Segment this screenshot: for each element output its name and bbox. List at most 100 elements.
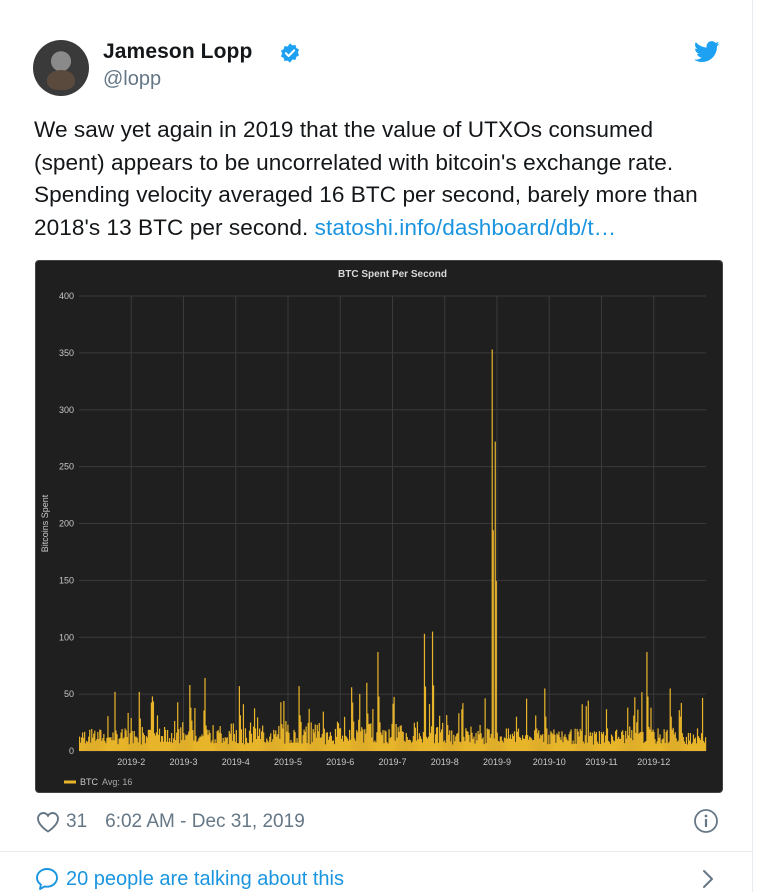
chart-bar <box>141 726 143 751</box>
chart-bar <box>622 730 624 751</box>
chart-bar <box>561 731 563 751</box>
author-avatar[interactable] <box>33 40 89 96</box>
tweet-timestamp[interactable]: 6:02 AM - Dec 31, 2019 <box>105 811 305 832</box>
chart-bar <box>437 727 439 751</box>
chart-bar <box>143 735 145 751</box>
chart-bar <box>419 736 422 751</box>
chart-bar <box>621 731 623 751</box>
chart-bar <box>479 724 481 751</box>
chart-bar <box>358 719 360 751</box>
chart-bar <box>577 731 579 751</box>
chart-bar <box>246 742 249 751</box>
chart-bar <box>660 743 662 751</box>
chart-bar <box>153 733 156 751</box>
chart-bar <box>453 734 455 751</box>
chart-bar <box>128 744 130 751</box>
chart-bar <box>670 716 672 751</box>
chart-bar <box>476 740 478 751</box>
chart-bar <box>676 741 678 751</box>
chart-bar <box>170 742 172 751</box>
chart-bar <box>484 698 486 751</box>
chart-bar <box>333 744 336 751</box>
chart-bar <box>295 742 297 751</box>
chart-bar <box>425 736 428 751</box>
chart-bar <box>548 734 550 751</box>
chart-bar <box>506 738 508 751</box>
chart-bar <box>616 729 618 751</box>
chart-bar <box>651 731 653 751</box>
like-count[interactable]: 31 <box>66 811 88 832</box>
chart-bar <box>399 725 401 751</box>
heart-icon[interactable] <box>36 811 60 833</box>
chart-bar <box>287 724 289 751</box>
chart-bar <box>336 721 339 751</box>
tweet-link[interactable]: statoshi.info/dashboard/db/t… <box>314 214 617 240</box>
chart-bar <box>369 724 371 751</box>
chart-bar <box>576 728 578 751</box>
chart-bar <box>102 738 104 751</box>
chart-bar <box>580 731 582 751</box>
chart-bar <box>323 728 325 751</box>
chart-bar <box>679 716 681 751</box>
chart-bar <box>131 731 133 751</box>
chart-bar <box>354 738 356 751</box>
chart-bar <box>702 740 705 751</box>
chevron-right-icon[interactable] <box>700 868 716 890</box>
chart-bar <box>225 738 227 751</box>
chart-bar <box>592 744 594 751</box>
chart-bar <box>340 738 343 751</box>
chart-bar <box>480 733 482 751</box>
chart-bar <box>564 734 566 751</box>
chart-bar <box>618 736 620 751</box>
chart-bar <box>101 740 103 751</box>
chart-bar <box>642 731 644 751</box>
author-name[interactable]: Jameson Lopp <box>103 40 253 63</box>
twitter-bird-icon[interactable] <box>694 41 720 63</box>
chart-bar <box>550 731 552 751</box>
x-tick-label: 2019-3 <box>169 757 197 767</box>
chart-bar <box>611 736 614 751</box>
chart-bar <box>668 741 670 751</box>
chart-bar <box>381 735 383 751</box>
chart-bar <box>312 729 314 751</box>
chart-bar <box>404 741 406 751</box>
chart-bar <box>239 715 242 751</box>
chart-bar <box>382 730 384 751</box>
chart-bar <box>83 737 85 751</box>
chart-bar <box>105 743 107 751</box>
chart-bar <box>328 736 330 751</box>
chart-bar <box>310 722 312 751</box>
info-icon[interactable] <box>693 808 719 834</box>
chart-bar <box>165 741 168 751</box>
chart-bar <box>197 740 199 751</box>
chart-bar <box>603 742 606 751</box>
chart-bar <box>270 733 272 751</box>
chart-bar <box>255 739 258 751</box>
chart-bar <box>138 691 140 751</box>
chart-bar <box>669 688 671 751</box>
chart-bar <box>126 736 128 751</box>
chart-bar <box>269 736 271 751</box>
chart-bar <box>685 736 687 751</box>
x-tick-label: 2019-9 <box>483 757 511 767</box>
chart-bar <box>205 725 207 751</box>
author-handle[interactable]: @lopp <box>103 68 162 90</box>
chart-bar <box>339 728 342 751</box>
chart-bar <box>481 738 483 751</box>
chart-bar <box>647 696 649 751</box>
chart-bar <box>525 698 528 751</box>
chart-bar <box>507 728 509 751</box>
conversation-link[interactable]: 20 people are talking about this <box>34 866 344 892</box>
tweet-actions: 31 6:02 AM - Dec 31, 2019 <box>36 808 305 836</box>
chart-bar <box>275 730 277 751</box>
chart-bar <box>698 737 701 751</box>
chart-bar <box>457 732 459 751</box>
chart-image[interactable]: BTC Spent Per Second 0 50 100 150 200 250 300 35… <box>35 260 723 793</box>
chart-bar <box>587 700 589 751</box>
chart-bar <box>125 730 127 751</box>
chart-bar <box>124 728 126 751</box>
chart-bar <box>351 687 353 751</box>
chart-bar <box>442 722 444 751</box>
chart-bar <box>383 743 385 751</box>
chart-bar <box>207 734 209 751</box>
